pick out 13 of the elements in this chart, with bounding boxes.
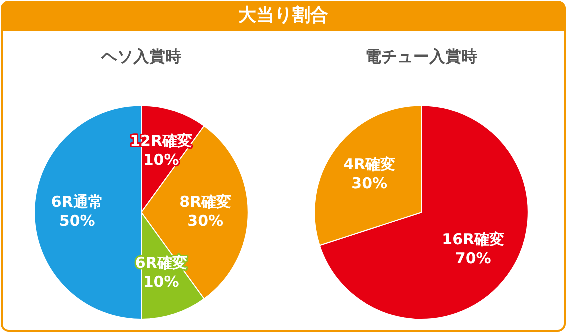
slice-label: 6R通常	[51, 192, 104, 211]
data-label: 30%	[188, 212, 224, 230]
slice-label: 8R確変	[180, 192, 232, 211]
data-label: 10%	[143, 150, 180, 169]
data-label: 70%	[455, 250, 492, 268]
slice-label: 16R確変	[442, 230, 505, 249]
chart-title: 電チュー入賞時	[366, 46, 478, 66]
data-label: 50%	[59, 212, 96, 230]
text: 大当り割合	[1, 1, 566, 31]
data-label: 30%	[352, 174, 388, 192]
data-label: 10%	[143, 272, 180, 291]
chart-title: ヘソ入賞時	[100, 46, 182, 66]
slice-label: 4R確変	[344, 155, 396, 174]
